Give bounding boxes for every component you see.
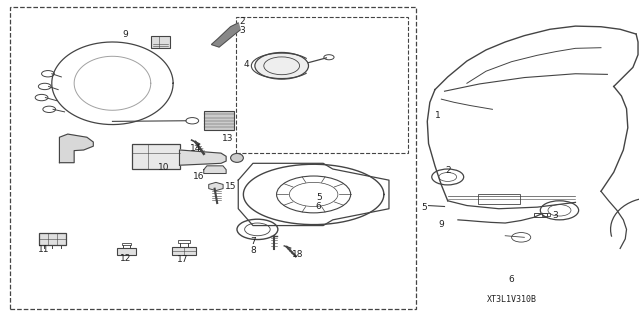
Bar — [534, 212, 547, 217]
Text: 6: 6 — [509, 275, 515, 284]
Text: 16: 16 — [193, 173, 204, 182]
Text: XT3L1V310B: XT3L1V310B — [486, 295, 536, 304]
Text: 6: 6 — [316, 202, 321, 211]
Polygon shape — [211, 23, 240, 47]
Text: 2: 2 — [445, 166, 451, 175]
Text: 5: 5 — [316, 193, 321, 202]
Text: 2: 2 — [239, 17, 245, 26]
Bar — [178, 240, 189, 243]
Text: 14: 14 — [190, 144, 201, 153]
Text: 13: 13 — [221, 134, 233, 143]
Bar — [172, 247, 196, 256]
Text: 9: 9 — [122, 30, 128, 39]
Polygon shape — [204, 166, 226, 174]
Text: 11: 11 — [38, 245, 50, 254]
Text: 12: 12 — [120, 254, 131, 263]
Bar — [132, 144, 179, 169]
Text: 15: 15 — [225, 182, 236, 191]
Bar — [542, 213, 550, 216]
Bar — [236, 17, 408, 153]
Text: 3: 3 — [239, 26, 245, 35]
Bar — [117, 249, 136, 256]
Text: 1: 1 — [435, 111, 441, 120]
Polygon shape — [60, 134, 93, 163]
Circle shape — [255, 52, 308, 79]
Bar — [39, 233, 66, 245]
Bar — [204, 111, 234, 130]
Polygon shape — [179, 150, 226, 165]
Text: 4: 4 — [244, 60, 250, 69]
Text: 5: 5 — [421, 203, 427, 212]
Text: 9: 9 — [438, 220, 444, 229]
Bar — [10, 7, 416, 309]
Text: 8: 8 — [250, 246, 256, 255]
Text: 10: 10 — [158, 163, 170, 172]
Text: 7: 7 — [250, 237, 256, 246]
Text: 18: 18 — [292, 250, 303, 259]
Text: 3: 3 — [552, 211, 558, 219]
Ellipse shape — [230, 153, 243, 162]
Bar — [478, 194, 520, 204]
Bar — [122, 243, 131, 245]
Bar — [151, 36, 170, 48]
Text: 17: 17 — [177, 255, 188, 264]
